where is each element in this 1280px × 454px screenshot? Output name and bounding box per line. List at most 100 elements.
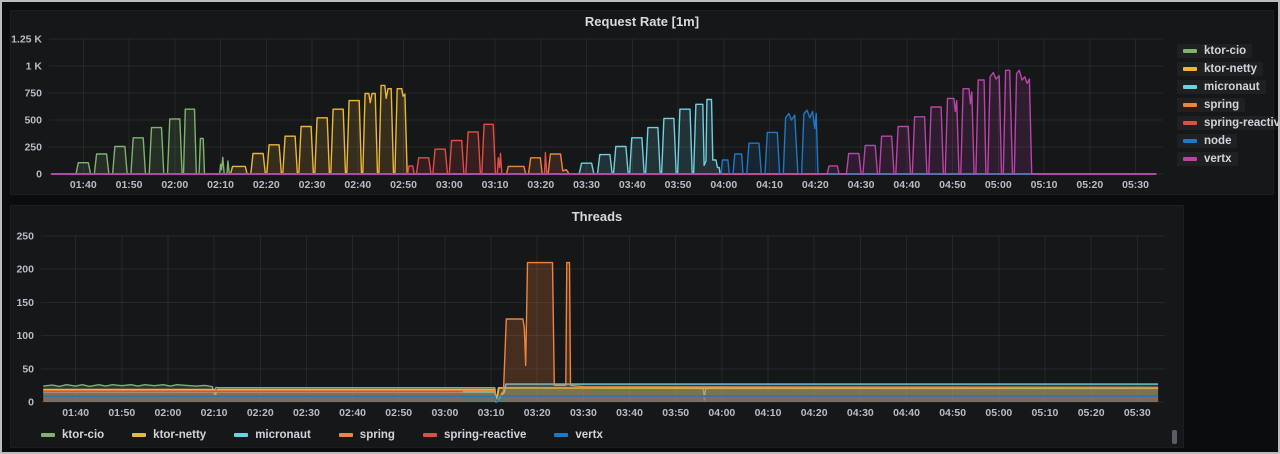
y-axis-tick: 1.25 K [11,34,42,46]
series-color-swatch [41,433,55,437]
legend-item-ktor-cio[interactable]: ktor-cio [35,428,110,442]
legend-item-node[interactable]: node [1177,134,1238,148]
x-axis-tick: 04:20 [801,407,828,419]
x-axis-tick: 05:10 [1032,407,1059,419]
legend-item-vertx[interactable]: vertx [1177,152,1238,166]
legend-item-spring-reactive[interactable]: spring-reactive [417,428,532,442]
legend-label: micronaut [255,429,311,441]
x-axis-tick: 02:40 [344,179,371,190]
x-axis-tick: 04:10 [756,179,783,190]
legend-label: node [1204,135,1232,147]
x-axis-tick: 05:30 [1124,407,1151,419]
series-color-swatch [422,433,437,437]
x-axis-tick: 05:20 [1076,179,1103,190]
series-line-node [51,109,1157,175]
x-axis-tick: 04:30 [847,407,874,419]
x-axis-tick: 03:20 [527,179,554,190]
x-axis-tick: 04:00 [708,407,735,419]
x-axis-tick: 02:20 [253,179,280,190]
x-axis-tick: 04:00 [710,179,737,190]
scrollbar-thumb[interactable] [1172,430,1177,444]
x-axis-tick: 03:50 [665,179,692,190]
y-axis-tick: 0 [28,397,34,409]
series-fill-ktor-netty [51,85,1157,174]
series-color-swatch [1183,85,1197,89]
series-color-swatch [1183,121,1197,125]
threads-chart: 0 50 100 150 200 250 01:40 01:50 02:00 02:10 02:20… [11,228,1175,424]
x-axis-tick: 02:10 [201,407,228,419]
legend-item-ktor-netty[interactable]: ktor-netty [1177,62,1264,76]
x-axis-tick: 03:20 [524,407,551,419]
series-color-swatch [1183,139,1197,143]
x-axis-tick: 04:50 [939,407,966,419]
series-color-swatch [338,433,353,437]
request-rate-panel: Request Rate [1m] 0 250 500 750 1 K 1.25 K 01:… [10,10,1278,195]
x-axis-tick: 04:10 [755,407,782,419]
series-color-swatch [1183,157,1197,161]
legend-item-micronaut[interactable]: micronaut [228,428,317,442]
series-fill-micronaut [51,99,1157,174]
legend-item-micronaut[interactable]: micronaut [1177,80,1266,94]
x-axis-tick: 03:30 [573,179,600,190]
series-fill-spring [43,262,1159,402]
y-axis-tick: 500 [24,115,42,127]
legend-item-spring[interactable]: spring [333,428,401,442]
legend-item-spring[interactable]: spring [1177,98,1246,112]
x-axis-tick: 03:40 [619,179,646,190]
y-axis-tick: 750 [24,88,42,100]
legend-item-ktor-netty[interactable]: ktor-netty [126,428,212,442]
x-axis-tick: 04:30 [848,179,875,190]
x-axis-tick: 04:40 [893,179,920,190]
threads-plot: 0 50 100 150 200 250 01:40 01:50 02:00 02:10 02:20… [16,231,1165,419]
x-axis-tick: 02:20 [247,407,274,419]
request-rate-plot: 0 250 500 750 1 K 1.25 K 01:40 01:50 02:00 02:10 0… [11,34,1163,191]
legend-label: vertx [1204,153,1232,165]
panel-title-threads[interactable]: Threads [571,209,623,224]
series-color-swatch [1183,49,1197,53]
y-axis-tick: 150 [16,297,34,309]
legend-label: micronaut [1204,81,1260,93]
legend-label: ktor-cio [62,429,105,441]
x-axis-tick: 02:40 [339,407,366,419]
legend-label: spring-reactive [443,429,527,441]
x-axis-tick: 03:00 [431,407,458,419]
series-fill-ktor-cio [51,109,1157,174]
legend-label: ktor-netty [1204,63,1258,75]
x-axis-tick: 02:50 [385,407,412,419]
request-rate-chart: 0 250 500 750 1 K 1.25 K 01:40 01:50 02:00 02:10 0… [11,33,1169,191]
x-axis-tick: 02:30 [299,179,326,190]
legend-label: ktor-netty [153,429,207,441]
series-color-swatch [1183,67,1197,71]
legend-item-vertx[interactable]: vertx [548,428,609,442]
legend-item-spring-reactive[interactable]: spring-reactive [1177,116,1278,130]
y-axis-tick: 250 [16,231,34,243]
x-axis-tick: 01:40 [70,179,97,190]
x-axis-tick: 05:00 [985,407,1012,419]
x-axis-tick: 05:30 [1122,179,1149,190]
threads-panel: Threads 0 50 100 150 200 250 01:40 01:50 02:00 02… [10,205,1184,448]
x-axis-tick: 02:30 [293,407,320,419]
x-axis-tick: 02:50 [390,179,417,190]
legend-item-ktor-cio[interactable]: ktor-cio [1177,44,1253,58]
x-axis-tick: 05:00 [985,179,1012,190]
series-line-spring [43,261,1159,403]
x-axis-tick: 03:10 [478,407,505,419]
series-color-swatch [234,433,249,437]
y-axis-tick: 100 [16,330,34,342]
series-line-spring [51,153,1157,175]
legend-label: spring [1204,99,1240,111]
x-axis-tick: 01:50 [116,179,143,190]
x-axis-tick: 03:10 [482,179,509,190]
legend-label: ktor-cio [1204,45,1247,57]
request-rate-legend: ktor-cio ktor-netty micronaut spring spring-… [1177,44,1278,190]
x-axis-tick: 02:00 [161,179,188,190]
series-line-vertx [51,69,1157,175]
panel-title-request-rate[interactable]: Request Rate [1m] [584,14,700,29]
series-fill-vertx [51,70,1157,174]
x-axis-tick: 02:10 [207,179,234,190]
series-fill-micronaut [43,384,1159,402]
series-color-swatch [132,433,147,437]
x-axis-tick: 03:30 [570,407,597,419]
y-axis-tick: 250 [24,142,42,154]
x-axis-tick: 04:50 [939,179,966,190]
